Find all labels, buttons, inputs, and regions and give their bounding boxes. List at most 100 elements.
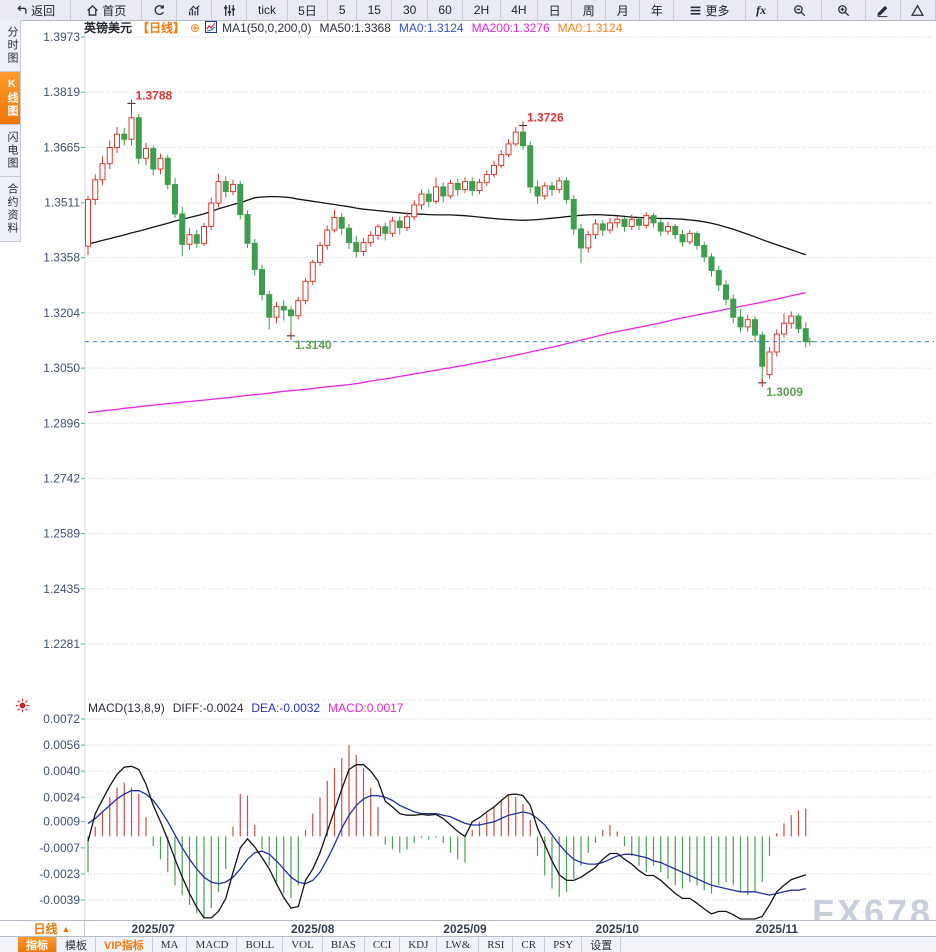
candle (440, 182, 447, 203)
toolbar-button-zoom-in[interactable] (822, 0, 866, 20)
price-axis-label: 1.3511 (44, 196, 80, 210)
pencil-icon (876, 4, 889, 17)
toolbar-button-shapes[interactable] (901, 0, 936, 20)
ma200-line (87, 292, 806, 414)
candle (621, 216, 628, 232)
x-axis-label: 2025/07 (131, 922, 175, 936)
indicator-tab-RSI[interactable]: RSI (479, 937, 514, 952)
toolbar-button-fx[interactable]: fx (746, 0, 778, 20)
toolbar-button-label: 日 (548, 3, 561, 18)
toolbar-button-more[interactable]: 更多 (674, 0, 746, 20)
toolbar-button-label: 首页 (102, 3, 127, 18)
price-gridlines (81, 36, 934, 645)
candle (201, 222, 207, 247)
toolbar-button-m60[interactable]: 60 (428, 0, 464, 20)
indicator-tab-模板[interactable]: 模板 (57, 937, 96, 952)
toolbar-button-week[interactable]: 周 (572, 0, 607, 20)
indicator-tab-PSY[interactable]: PSY (545, 937, 583, 952)
sidebar-tab-time-share[interactable]: 分时图 (0, 20, 20, 72)
indicator-tab-VOL[interactable]: VOL (283, 937, 323, 952)
toolbar-button-day[interactable]: 日 (538, 0, 573, 20)
candle (273, 301, 280, 324)
candle (172, 177, 178, 219)
candle (483, 170, 490, 186)
toolbar-button-year[interactable]: 年 (640, 0, 675, 20)
candle (723, 280, 729, 306)
chart-header: 英镑美元 【日线】 ⊕ MA1(50,0,200,0) MA50:1.3368 MA… (84, 21, 622, 35)
toolbar-button-h2[interactable]: 2H (463, 0, 501, 20)
candle (686, 230, 693, 245)
toolbar-button-home[interactable]: 首页 (71, 0, 143, 20)
x-axis-label: 2025/11 (755, 922, 799, 936)
indicator-tab-VIP指标[interactable]: VIP指标 (96, 937, 153, 952)
candle (759, 331, 766, 383)
toolbar-button-draw[interactable] (866, 0, 901, 20)
candle (375, 223, 381, 240)
indicator-tab-LW&[interactable]: LW& (437, 937, 480, 952)
candle (186, 228, 193, 250)
toolbar-button-chart-style[interactable] (177, 0, 213, 20)
toolbar-button-h4[interactable]: 4H (501, 0, 539, 20)
candle (280, 299, 287, 321)
candle (636, 216, 642, 231)
sidebar-tab-lightning[interactable]: 闪电图 (0, 125, 20, 177)
macd-axis-label: 0.0040 (43, 764, 80, 778)
toolbar-button-month[interactable]: 月 (606, 0, 641, 20)
sidebar-tab-kline[interactable]: K线图 (0, 72, 20, 125)
legend-item: MA0:1.3124 (398, 21, 464, 35)
indicator-tab-CCI[interactable]: CCI (365, 937, 401, 952)
toolbar-button-label: 30 (402, 3, 417, 17)
toolbar-button-back[interactable]: 返回 (0, 0, 72, 20)
candle (99, 156, 106, 186)
toolbar-button-refresh[interactable] (142, 0, 178, 20)
candle (396, 216, 403, 235)
toolbar-button-m30[interactable]: 30 (392, 0, 428, 20)
candle (527, 141, 534, 194)
indicator-tab-设置[interactable]: 设置 (582, 937, 622, 952)
candle (288, 306, 294, 336)
candle (302, 278, 309, 305)
x-axis-label: 2025/08 (291, 922, 335, 936)
price-axis-label: 1.2896 (43, 416, 80, 430)
toolbar-button-tick[interactable]: tick (247, 0, 288, 20)
candle (708, 253, 715, 277)
indicator-tab-MACD[interactable]: MACD (187, 937, 238, 952)
toolbar-button-label: 月 (616, 3, 629, 18)
toolbar-button-label: 年 (650, 3, 663, 18)
price-axis-label: 1.2435 (43, 582, 80, 596)
toolbar-button-indicator-panel[interactable] (212, 0, 248, 20)
add-icon[interactable]: ⊕ (190, 21, 201, 35)
toolbar-button-m15[interactable]: 15 (357, 0, 393, 20)
indicator-tab-BIAS[interactable]: BIAS (323, 937, 365, 952)
candle (353, 236, 360, 258)
indicator-settings-sun-icon[interactable] (15, 698, 30, 718)
indicator-tab-KDJ[interactable]: KDJ (400, 937, 438, 952)
toolbar-button-zoom-out[interactable] (778, 0, 822, 20)
indicator-tab-MA[interactable]: MA (153, 937, 188, 952)
candle (476, 178, 483, 195)
indicator-tab-指标[interactable]: 指标 (18, 937, 57, 952)
candle (592, 219, 599, 239)
up-triangle-icon: ▲ (61, 923, 71, 934)
price-axis-label: 1.3665 (43, 140, 80, 154)
macd-axis-label: 0.0072 (43, 712, 80, 726)
indicator-tab-CR[interactable]: CR (513, 937, 546, 952)
candle (433, 177, 439, 204)
indicator-tab-BOLL[interactable]: BOLL (237, 937, 284, 952)
candle (295, 297, 302, 320)
toolbar-button-5d[interactable]: 5日 (288, 0, 329, 20)
sidebar-tab-contract-info[interactable]: 合约资料 (0, 177, 20, 242)
candle (469, 177, 476, 196)
toolbar-button-label: tick (258, 3, 276, 17)
period-selector[interactable]: 日线 ▲ (20, 921, 85, 936)
legend-item: DIFF:-0.0024 (172, 701, 244, 715)
candle (251, 238, 258, 276)
candle (795, 313, 802, 333)
annotation-label: 1.3788 (136, 88, 173, 102)
toolbar-button-m5[interactable]: 5 (328, 0, 358, 20)
candle (578, 223, 584, 264)
candle (773, 329, 780, 357)
macd-axis-label: 0.0056 (43, 738, 80, 752)
